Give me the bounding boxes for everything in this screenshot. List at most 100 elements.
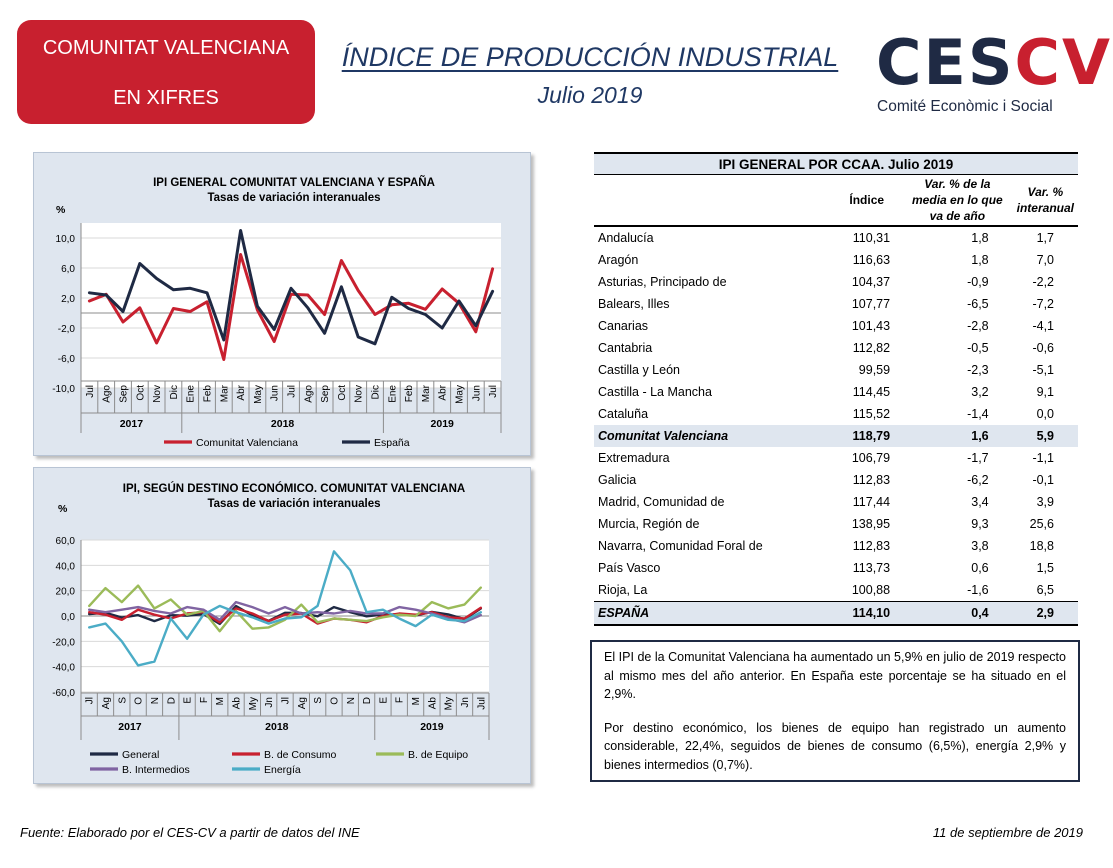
x-tick-label: M <box>215 697 226 705</box>
logo-cv: CV <box>1014 26 1112 99</box>
y-axis-label: % <box>56 204 66 216</box>
series-line-energ-a <box>88 550 482 667</box>
ipi-ccaa-table: IPI GENERAL POR CCAA. Julio 2019 Índice … <box>594 152 1078 626</box>
cell-region: Galicia <box>598 473 637 487</box>
legend-label: Comunitat Valenciana <box>196 437 298 449</box>
summary-note: El IPI de la Comunitat Valenciana ha aum… <box>590 640 1080 782</box>
cell-indice: 114,45 <box>852 385 891 399</box>
x-tick-label: Jn <box>264 697 275 708</box>
cell-indice: 100,88 <box>851 583 891 597</box>
table-row: Castilla - La Mancha 114,45 3,2 9,1 <box>594 381 1078 403</box>
cell-region: Asturias, Principado de <box>598 275 727 289</box>
x-tick-label: Dic <box>371 385 382 399</box>
x-tick-label: Abr <box>438 384 449 400</box>
badge-line-1: COMUNITAT VALENCIANA <box>42 37 290 59</box>
legend-label: B. Intermedios <box>122 764 190 776</box>
cell-interanual: 18,8 <box>1029 539 1054 553</box>
x-tick-label: Jul <box>287 385 298 398</box>
cell-interanual: 9,1 <box>1036 385 1054 399</box>
y-tick-label: -60,0 <box>52 688 75 699</box>
x-tick-label: Mar <box>421 384 432 402</box>
cell-region: Navarra, Comunidad Foral de <box>598 539 763 553</box>
x-tick-label: Jun <box>471 385 482 401</box>
x-tick-label: S <box>313 697 324 704</box>
cell-indice: 101,43 <box>851 319 891 333</box>
cell-region: Balears, Illes <box>598 297 670 311</box>
x-tick-label: O <box>329 697 340 705</box>
x-tick-label: N <box>150 697 161 704</box>
cell-interanual: 2,9 <box>1012 601 1078 626</box>
cell-interanual: 1,5 <box>1036 561 1054 575</box>
table-row: País Vasco 113,73 0,6 1,5 <box>594 557 1078 579</box>
year-label: 2019 <box>431 418 455 430</box>
x-tick-label: Jul <box>85 385 96 398</box>
logo-ces: CES <box>876 26 1015 99</box>
y-tick-label: 6,0 <box>61 264 75 275</box>
table-row: Galicia 112,83 -6,2 -0,1 <box>594 469 1078 491</box>
cell-region: Canarias <box>598 319 649 333</box>
region-badge: COMUNITAT VALENCIANA EN XIFRES <box>17 20 315 124</box>
y-tick-label: -40,0 <box>52 663 75 674</box>
cell-interanual: 5,9 <box>1012 425 1078 447</box>
cell-interanual: 0,0 <box>1036 407 1054 421</box>
year-label: 2019 <box>420 721 444 733</box>
plot-area <box>81 223 501 388</box>
x-tick-label: Jul <box>488 385 499 398</box>
x-tick-label: Dic <box>169 385 180 399</box>
table-row: Balears, Illes 107,77 -6,5 -7,2 <box>594 293 1078 315</box>
table-row: Andalucía 110,31 1,8 1,7 <box>594 226 1078 249</box>
cell-indice: 104,37 <box>851 275 891 289</box>
cell-region: Castilla - La Mancha <box>598 385 712 399</box>
x-tick-label: Abr <box>236 384 247 400</box>
cell-region: Extremadura <box>598 451 670 465</box>
cell-indice: 107,77 <box>851 297 891 311</box>
chart-ipi-general-panel: IPI GENERAL COMUNITAT VALENCIANA Y ESPAÑ… <box>33 152 531 456</box>
cell-media: 3,4 <box>971 495 989 509</box>
page-title: ÍNDICE DE PRODUCCIÓN INDUSTRIAL <box>341 42 839 72</box>
cell-region: Murcia, Región de <box>598 517 700 531</box>
chart-title: IPI, SEGÚN DESTINO ECONÓMICO. COMUNITAT … <box>123 482 465 495</box>
cell-indice: 138,95 <box>851 517 891 531</box>
x-tick-label: O <box>134 697 145 705</box>
x-tick-label: May <box>253 385 264 404</box>
chart-ipi-destino-panel: IPI, SEGÚN DESTINO ECONÓMICO. COMUNITAT … <box>33 467 531 784</box>
cell-indice: 99,59 <box>858 363 891 377</box>
cell-indice: 112,83 <box>852 539 891 553</box>
x-tick-label: Feb <box>203 385 214 403</box>
cell-indice: 112,82 <box>852 341 891 355</box>
page-subtitle: Julio 2019 <box>537 82 643 108</box>
x-tick-label: Jl <box>85 697 96 704</box>
cell-interanual: -2,2 <box>1032 275 1054 289</box>
x-tick-label: D <box>166 697 177 704</box>
table-row: Cataluña 115,52 -1,4 0,0 <box>594 403 1078 425</box>
x-tick-label: M <box>411 697 422 705</box>
table-row: ESPAÑA 114,10 0,4 2,9 <box>594 601 1078 626</box>
legend-label: Energía <box>264 764 301 776</box>
cell-interanual: 6,5 <box>1036 583 1054 597</box>
col-indice-header: Índice <box>811 174 903 227</box>
cell-media: -1,4 <box>967 407 989 421</box>
x-tick-label: Ag <box>101 697 112 709</box>
cell-media: -0,5 <box>967 341 989 355</box>
x-tick-label: Jn <box>460 697 471 708</box>
cell-region: Andalucía <box>598 231 654 245</box>
cell-indice: 115,52 <box>852 407 891 421</box>
x-tick-label: E <box>183 697 194 704</box>
cell-region: Cantabria <box>598 341 653 355</box>
cell-media: 3,8 <box>971 539 989 553</box>
table-row: Asturias, Principado de 104,37 -0,9 -2,2 <box>594 271 1078 293</box>
legend-label: España <box>374 437 410 449</box>
cell-indice: 113,73 <box>852 561 891 575</box>
cell-interanual: 3,9 <box>1036 495 1054 509</box>
table-row: Cantabria 112,82 -0,5 -0,6 <box>594 337 1078 359</box>
cell-indice: 106,79 <box>851 451 891 465</box>
x-tick-label: Ene <box>186 385 197 403</box>
x-tick-label: Oct <box>337 385 348 401</box>
x-tick-label: Oct <box>135 385 146 401</box>
x-tick-label: Ene <box>387 385 398 403</box>
x-tick-label: Jun <box>270 385 281 401</box>
chart-subtitle: Tasas de variación interanuales <box>207 192 380 204</box>
x-tick-label: Ab <box>232 697 243 710</box>
x-tick-label: May <box>455 385 466 404</box>
series-line-b-intermedios <box>88 600 482 624</box>
